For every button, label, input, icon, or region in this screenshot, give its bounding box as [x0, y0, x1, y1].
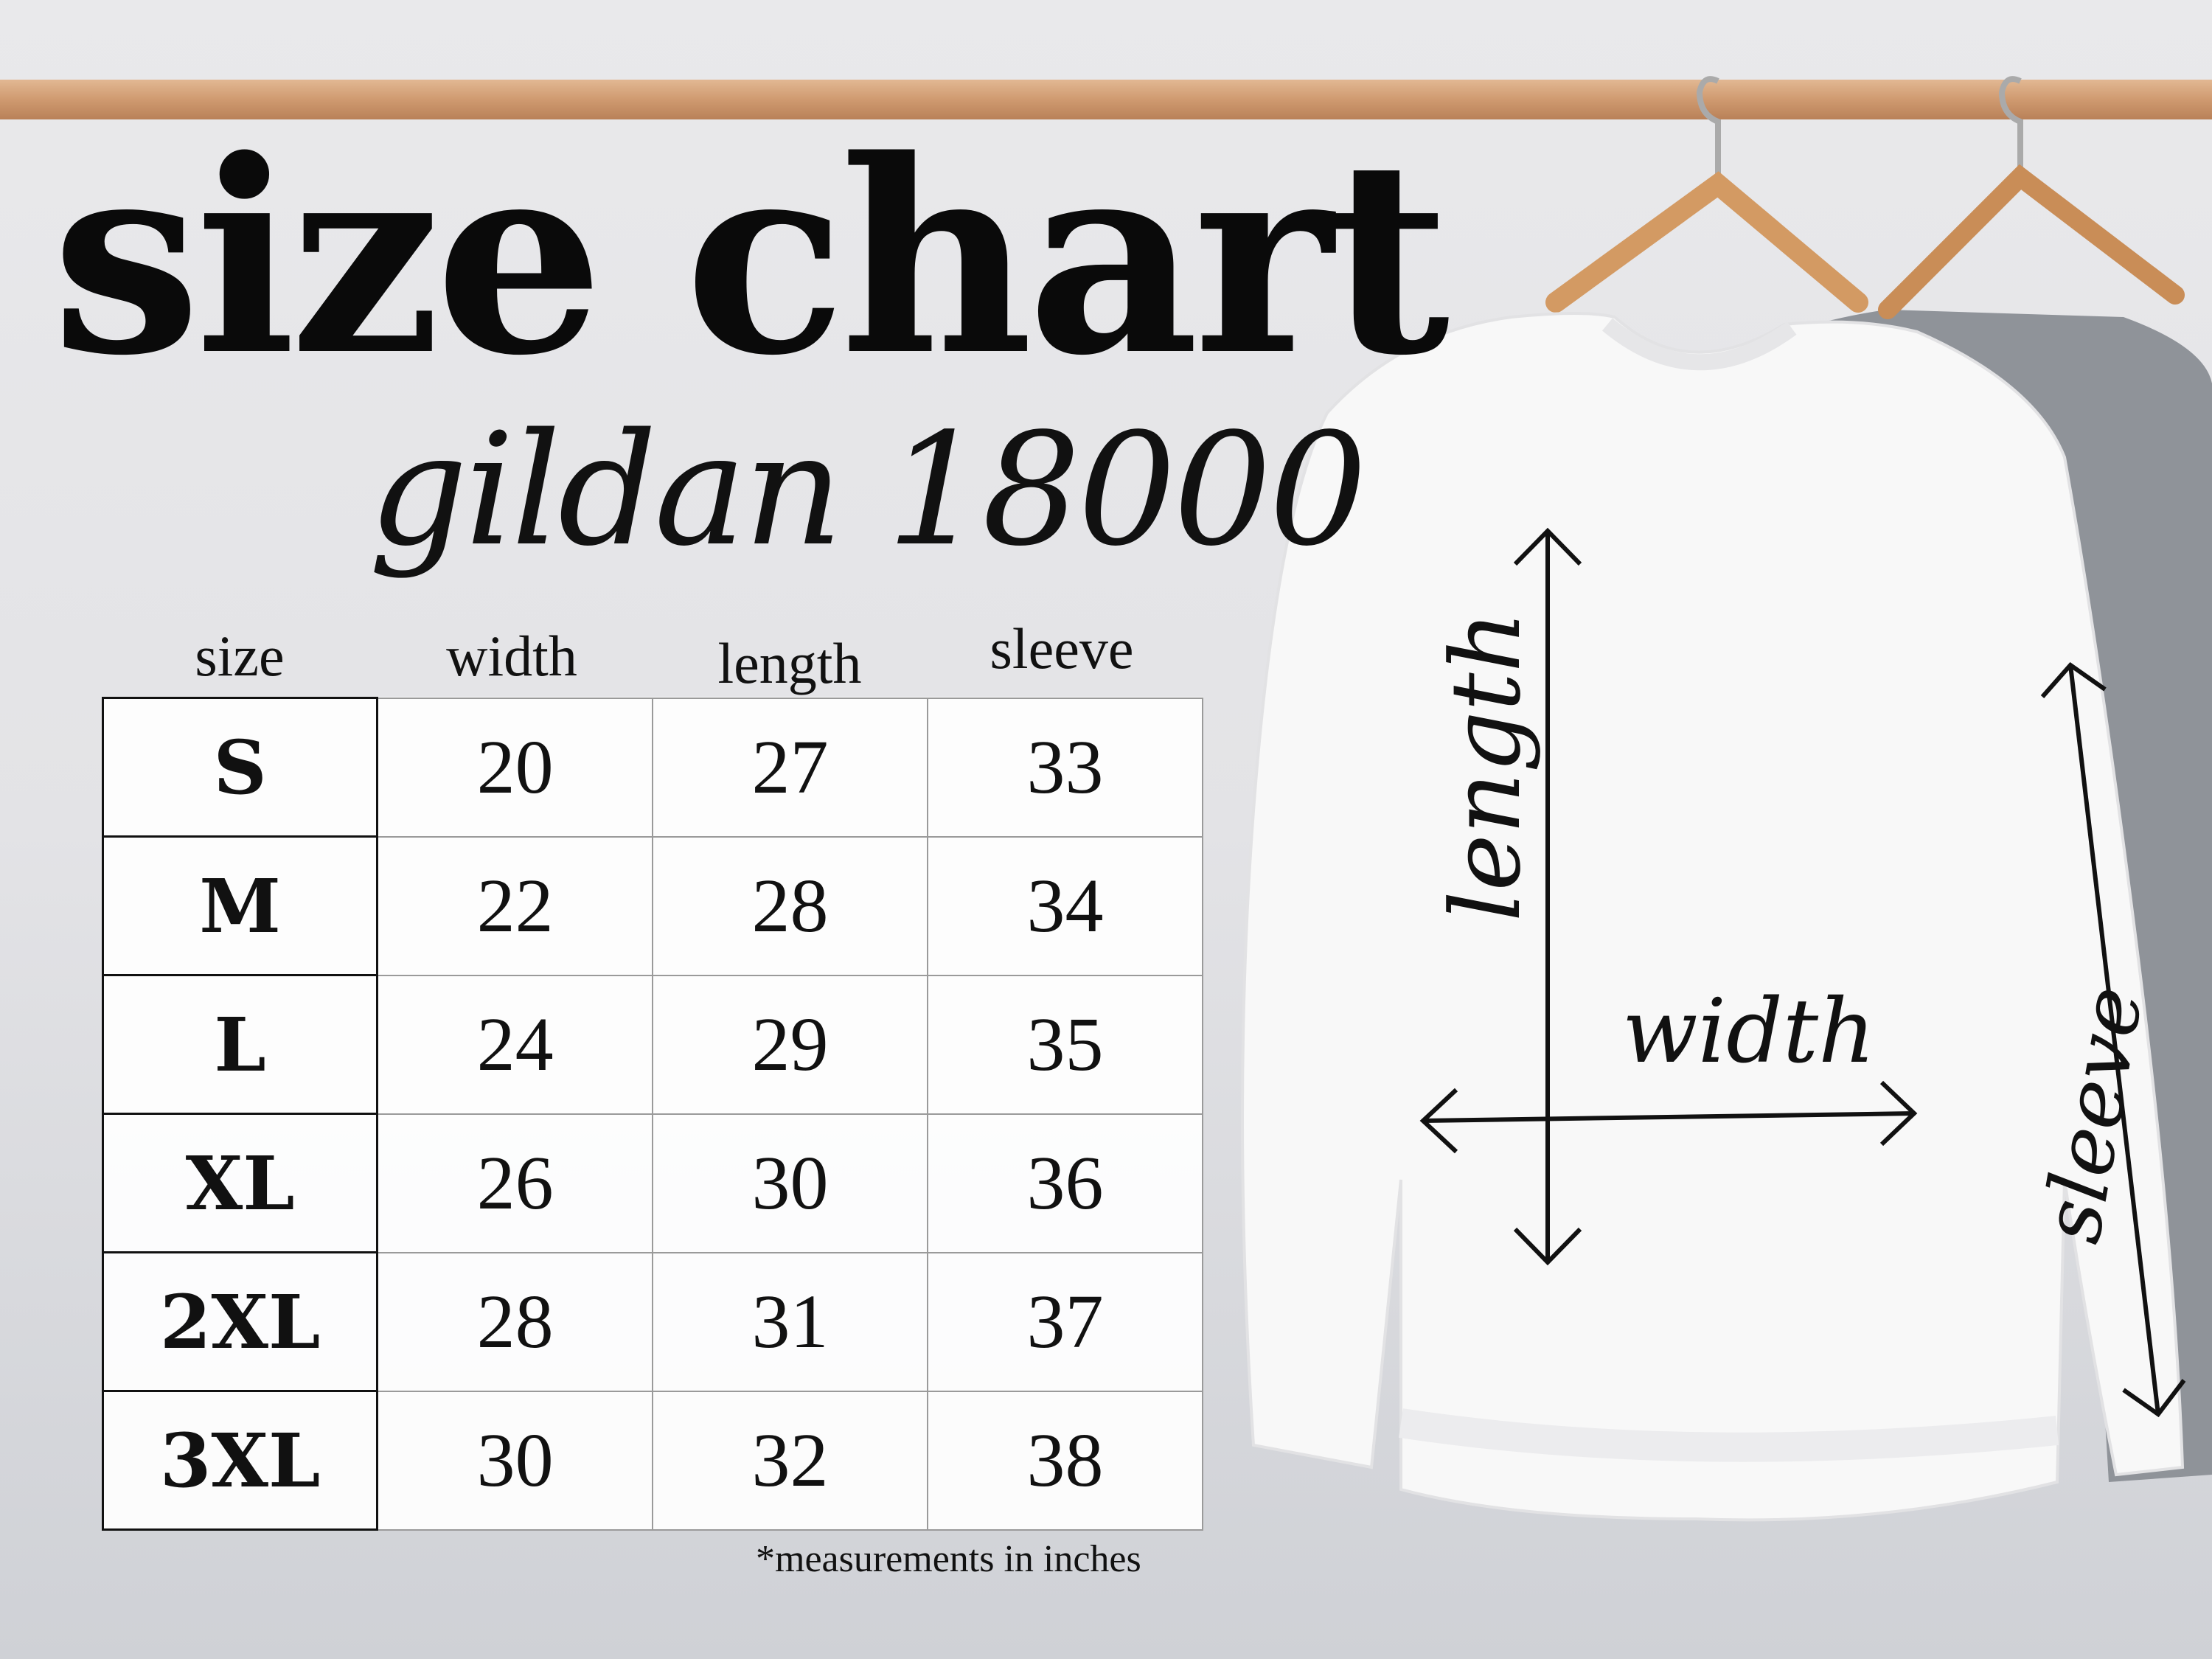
- length-cell: 30: [652, 1113, 929, 1253]
- length-cell: 28: [652, 835, 929, 976]
- hanger-front: [1545, 76, 1868, 313]
- hanger-back: [1878, 76, 2185, 319]
- table-row: XL 26 30 36: [101, 1113, 1203, 1253]
- width-cell: 30: [376, 1390, 654, 1531]
- size-table: S 20 27 33 M 22 28 34 L 24 29 35 XL 26 3…: [101, 697, 1203, 1531]
- width-cell: 24: [376, 974, 654, 1115]
- sleeve-cell: 33: [927, 697, 1203, 838]
- sleeve-cell: 38: [927, 1390, 1203, 1531]
- sleeve-arrow: [2040, 662, 2186, 1418]
- size-cell: S: [101, 697, 379, 838]
- width-cell: 26: [376, 1113, 654, 1253]
- length-cell: 27: [652, 697, 929, 838]
- header-size: size: [195, 624, 285, 688]
- sleeve-cell: 35: [927, 974, 1203, 1115]
- collar: [1601, 318, 1797, 371]
- header-length: length: [717, 631, 862, 695]
- size-cell: L: [101, 974, 379, 1115]
- table-row: 2XL 28 31 37: [101, 1251, 1203, 1392]
- width-label: width: [1622, 981, 1875, 1083]
- length-label: length: [1430, 611, 1542, 922]
- measurement-footnote: *measurements in inches: [756, 1538, 1141, 1580]
- sleeve-cell: 34: [927, 835, 1203, 976]
- width-cell: 28: [376, 1251, 654, 1392]
- length-cell: 31: [652, 1251, 929, 1392]
- size-cell: XL: [101, 1113, 379, 1253]
- length-cell: 29: [652, 974, 929, 1115]
- size-cell: M: [101, 835, 379, 976]
- length-cell: 32: [652, 1390, 929, 1531]
- size-cell: 2XL: [101, 1251, 379, 1392]
- page-title: size chart: [52, 102, 1450, 414]
- width-cell: 22: [376, 835, 654, 976]
- table-row: 3XL 30 32 38: [101, 1390, 1203, 1531]
- width-arrow: [1419, 1080, 1918, 1154]
- length-arrow: [1513, 527, 1582, 1266]
- width-cell: 20: [376, 697, 654, 838]
- header-width: width: [446, 624, 577, 688]
- product-subtitle: gildan 18000: [369, 400, 1367, 580]
- header-sleeve: sleeve: [990, 616, 1134, 681]
- table-row: L 24 29 35: [101, 974, 1203, 1115]
- sleeve-cell: 37: [927, 1251, 1203, 1392]
- sleeve-cell: 36: [927, 1113, 1203, 1253]
- white-sweatshirt: [1241, 312, 2185, 1522]
- size-cell: 3XL: [101, 1390, 379, 1531]
- table-row: S 20 27 33: [101, 697, 1203, 838]
- clothing-rod: [0, 80, 2212, 119]
- table-row: M 22 28 34: [101, 835, 1203, 976]
- waistband: [1399, 1408, 2059, 1462]
